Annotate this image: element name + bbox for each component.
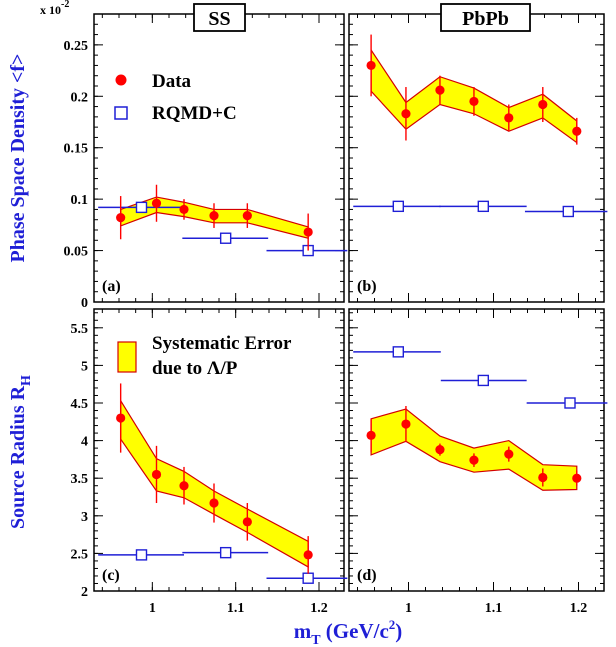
x-tick-label: 1.1 bbox=[485, 601, 503, 616]
model-point bbox=[392, 200, 404, 213]
systematic-error-band bbox=[370, 408, 578, 491]
panel-b: (b) bbox=[353, 34, 608, 295]
y-tick-label: 0.05 bbox=[64, 245, 89, 260]
data-point bbox=[469, 455, 479, 465]
y-tick-label: 5 bbox=[81, 359, 88, 374]
x-axis-label-subscript: T bbox=[311, 633, 321, 647]
data-point bbox=[366, 430, 376, 440]
legend-label-band-line2: due to Λ/P bbox=[152, 358, 238, 379]
x-axis-label-main: m bbox=[294, 619, 312, 643]
model-point bbox=[392, 346, 404, 358]
x-axis-label-unit: (GeV/c bbox=[321, 619, 389, 643]
data-point bbox=[242, 517, 252, 527]
model-point bbox=[135, 201, 148, 214]
x-axis-label: mT (GeV/c2) bbox=[294, 617, 403, 647]
column-title-box bbox=[440, 3, 531, 32]
model-point bbox=[477, 374, 489, 387]
y-axis-label-top: Phase Space Density <f> bbox=[7, 54, 29, 263]
y-tick-label: 3 bbox=[81, 510, 88, 525]
data-point bbox=[401, 419, 411, 429]
y-axis-label-bottom: Source Radius RH bbox=[7, 375, 34, 529]
data-point bbox=[151, 469, 162, 480]
y-scale-note-exponent: -2 bbox=[61, 0, 69, 10]
panel-d: (d) bbox=[353, 346, 608, 584]
legend-marker-model bbox=[114, 106, 128, 120]
model-point bbox=[219, 546, 232, 559]
x-axis-label-unit-close: ) bbox=[395, 619, 402, 643]
data-point bbox=[209, 211, 219, 221]
data-point bbox=[469, 96, 479, 107]
panel-c: (c) bbox=[98, 383, 348, 584]
panel-a: (a) bbox=[98, 184, 348, 295]
panel-tag: (c) bbox=[102, 567, 120, 584]
legend-marker-band bbox=[117, 341, 137, 373]
data-point bbox=[151, 198, 162, 208]
data-point bbox=[572, 473, 582, 483]
data-point bbox=[504, 113, 514, 123]
legend-label-model: RQMD+C bbox=[152, 103, 237, 124]
model-point bbox=[135, 549, 148, 561]
y-tick-label: 0.2 bbox=[71, 90, 89, 105]
data-point bbox=[401, 109, 411, 119]
data-point bbox=[572, 126, 582, 136]
legend-top: Data RQMD+C bbox=[114, 71, 237, 124]
y-tick-label: 4 bbox=[81, 435, 88, 450]
x-tick-label: 1.2 bbox=[310, 601, 328, 616]
y-axis-label-bottom-subscript: H bbox=[19, 375, 34, 386]
legend-label-data: Data bbox=[152, 71, 192, 92]
y-tick-label: 4.5 bbox=[71, 397, 89, 412]
x-tick-label: 1.1 bbox=[227, 601, 245, 616]
y-axis-label-bottom-main: Source Radius R bbox=[7, 385, 29, 529]
x-axis-label-unit-superscript: 2 bbox=[389, 617, 396, 632]
data-point bbox=[209, 498, 219, 508]
y-tick-label: 0.25 bbox=[64, 39, 89, 54]
data-point bbox=[116, 213, 126, 223]
data-point bbox=[303, 227, 313, 237]
data-point bbox=[538, 99, 548, 110]
panel-tag: (d) bbox=[357, 567, 377, 584]
model-point bbox=[477, 200, 489, 213]
model-point bbox=[219, 232, 232, 244]
panel-tag: (a) bbox=[102, 278, 121, 295]
y-tick-label: 5.5 bbox=[71, 322, 89, 337]
column-title-box bbox=[193, 3, 246, 32]
panel-frame bbox=[348, 13, 605, 303]
y-tick-label: 3.5 bbox=[71, 472, 89, 487]
data-point bbox=[179, 481, 189, 491]
x-tick-label: 1 bbox=[405, 601, 412, 616]
data-point bbox=[435, 85, 445, 95]
model-point bbox=[302, 572, 314, 584]
y-scale-note: x 10-2 bbox=[40, 0, 69, 17]
column-title: PbPb bbox=[462, 8, 509, 30]
data-point bbox=[504, 449, 514, 459]
legend-marker-data bbox=[115, 74, 127, 86]
data-point bbox=[538, 472, 548, 483]
y-tick-label: 2 bbox=[81, 585, 88, 600]
y-scale-note-base: x 10 bbox=[40, 3, 61, 17]
data-point bbox=[435, 445, 445, 455]
data-point bbox=[303, 550, 313, 560]
x-tick-label: 1 bbox=[149, 601, 156, 616]
legend-label-band-line1: Systematic Error bbox=[152, 333, 292, 354]
x-tick-label: 1.2 bbox=[570, 601, 588, 616]
y-tick-label: 0.1 bbox=[71, 193, 89, 208]
column-title: SS bbox=[208, 8, 230, 30]
y-tick-label: 0 bbox=[81, 296, 88, 311]
data-point bbox=[242, 211, 252, 221]
model-point bbox=[562, 205, 574, 218]
data-point bbox=[366, 60, 376, 71]
data-point bbox=[179, 204, 189, 215]
data-point bbox=[116, 413, 126, 423]
model-point bbox=[564, 397, 576, 409]
y-tick-label: 0.15 bbox=[64, 142, 89, 157]
legend-bottom: Systematic Error due to Λ/P bbox=[117, 333, 292, 379]
panel-tag: (b) bbox=[357, 278, 377, 295]
y-tick-label: 2.5 bbox=[71, 547, 89, 562]
panel-frame bbox=[93, 13, 345, 303]
